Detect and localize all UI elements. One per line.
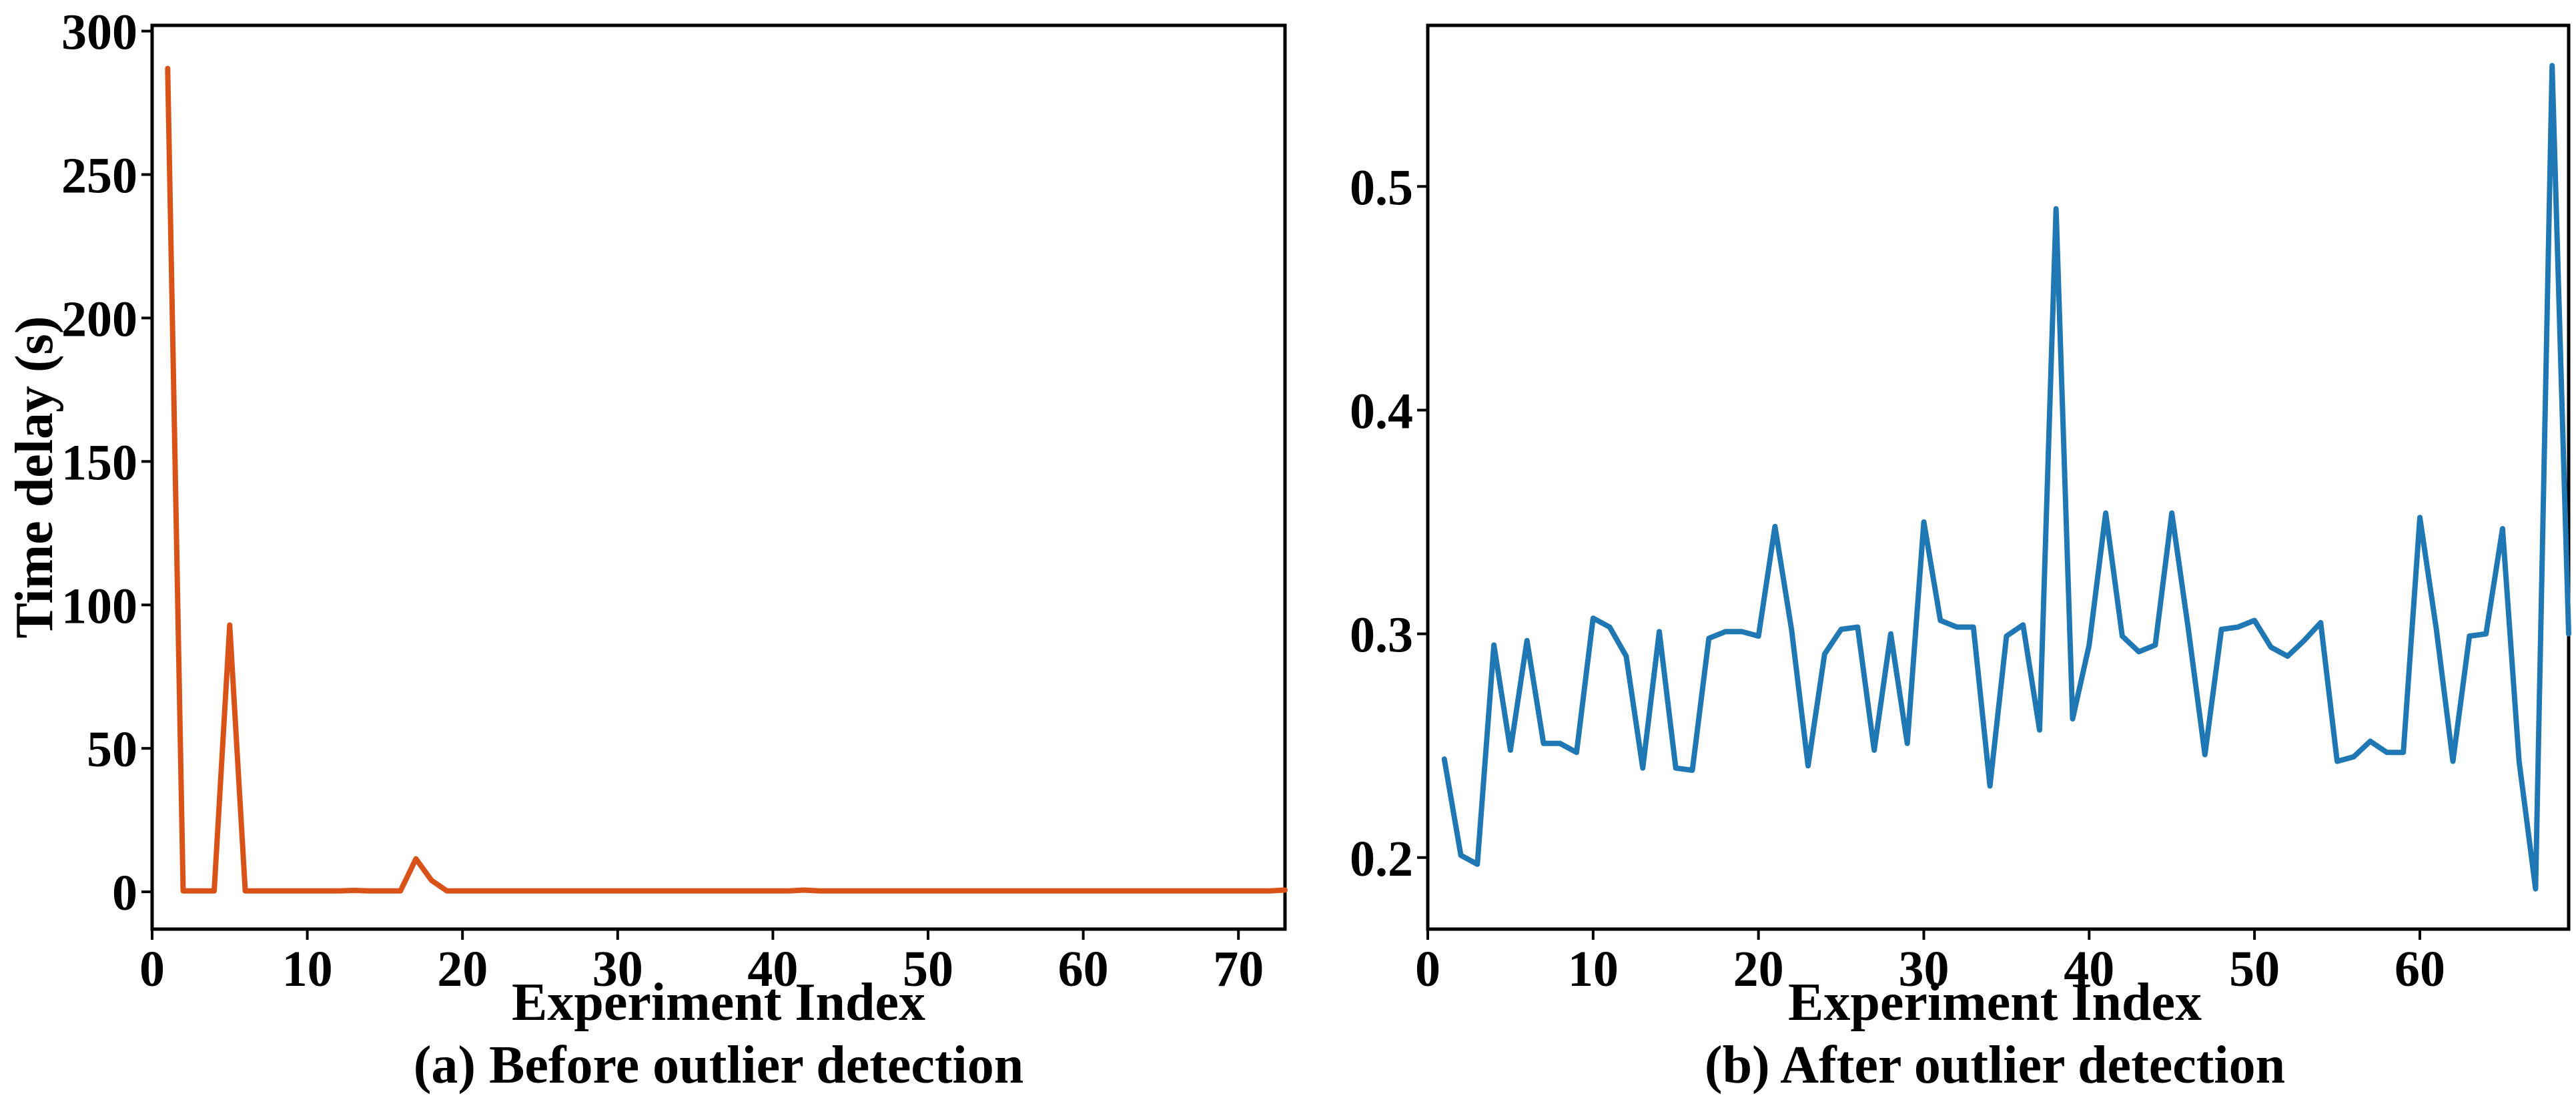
panel-b-x-tick-label: 60 xyxy=(2395,941,2445,997)
panel-a-y-axis-title: Time delay (s) xyxy=(5,316,64,639)
panel-b-x-tick-label: 10 xyxy=(1568,941,1619,997)
panel-a-x-tick-label: 10 xyxy=(282,941,333,997)
panel-b-x-tick-label: 40 xyxy=(2064,941,2114,997)
panel-a-y-tick-label: 0 xyxy=(112,865,137,921)
panel-b-x-tick-label: 0 xyxy=(1415,941,1440,997)
panel-b-x-axis: 0 10 20 30 40 50 60 xyxy=(1415,929,2445,997)
panel-a-y-tick-label: 300 xyxy=(61,5,137,61)
panel-b-y-tick-label: 0.4 xyxy=(1350,383,1413,439)
panel-a-x-tick-label: 60 xyxy=(1058,941,1109,997)
panel-a-y-axis: 0 50 100 150 200 250 300 xyxy=(61,5,152,921)
panel-b-y-axis: 0.2 0.3 0.4 0.5 xyxy=(1350,160,1428,887)
panel-a-x-tick-label: 20 xyxy=(437,941,488,997)
panel-b-x-tick-label: 30 xyxy=(1898,941,1949,997)
panel-b-y-tick-label: 0.2 xyxy=(1350,831,1413,887)
panel-a-y-tick-label: 100 xyxy=(61,578,137,634)
panel-a-x-tick-label: 30 xyxy=(592,941,643,997)
panel-a-x-tick-label: 50 xyxy=(903,941,953,997)
panel-a-y-tick-label: 250 xyxy=(61,148,137,204)
panel-a-x-tick-label: 70 xyxy=(1213,941,1264,997)
panel-b-x-tick-label: 20 xyxy=(1733,941,1784,997)
panel-a-y-tick-label: 150 xyxy=(61,435,137,491)
panel-a-series-line-0 xyxy=(165,65,1288,894)
panel-a-y-tick-label: 50 xyxy=(87,722,137,778)
panel-a-caption: (a) Before outlier detection xyxy=(414,1036,1024,1095)
panel-b-x-tick-label: 50 xyxy=(2229,941,2280,997)
panel-b-line-series xyxy=(1441,63,2571,892)
panel-b-after-outlier-detection: 0 10 20 30 40 50 60 0.2 0.3 0.4 0.5 Experiment In… xyxy=(1350,23,2571,1095)
panel-b-y-tick-label: 0.3 xyxy=(1350,607,1413,663)
panel-a-plot-frame xyxy=(150,23,1287,931)
panel-b-y-tick-label: 0.5 xyxy=(1350,160,1413,216)
panel-b-x-axis-title: Experiment Index xyxy=(1788,973,2202,1032)
panel-a-x-tick-label: 0 xyxy=(139,941,165,997)
panel-a-y-tick-label: 200 xyxy=(61,291,137,347)
panel-a-x-axis: 0 10 20 30 40 50 60 70 xyxy=(139,929,1264,997)
panel-b-series-line-0 xyxy=(1441,63,2571,892)
panel-b-plot-frame xyxy=(1426,23,2571,931)
panel-b-caption: (b) After outlier detection xyxy=(1705,1036,2285,1095)
panel-a-x-tick-label: 40 xyxy=(747,941,798,997)
panel-a-before-outlier-detection: 0 10 20 30 40 50 60 70 0 50 100 150 200 250 300 Exper… xyxy=(5,5,1288,1095)
panel-a-x-axis-title: Experiment Index xyxy=(512,973,925,1032)
panel-a-line-series xyxy=(165,65,1288,894)
